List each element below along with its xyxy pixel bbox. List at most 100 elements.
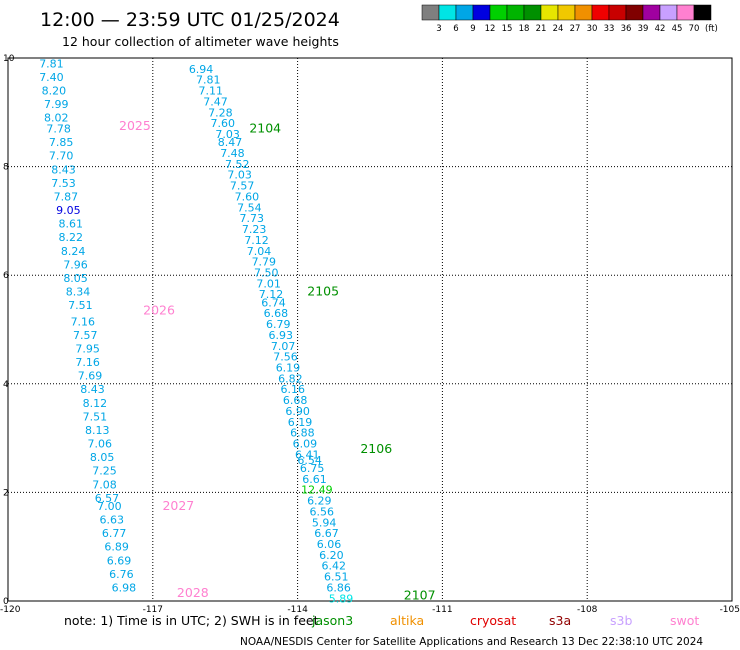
wave-height-value: 6.19 <box>288 416 313 429</box>
wave-height-value: 6.74 <box>261 296 286 309</box>
color-scale-swatch <box>574 4 593 21</box>
color-scale-unit: (ft) <box>705 24 718 34</box>
axis-ticks: -120 -117 -114 -111 -108 -105 0 2 4 6 8 10 <box>0 54 740 615</box>
wave-height-value: 7.73 <box>239 212 264 225</box>
wave-height-value: 6.57 <box>95 492 120 505</box>
chart-subtitle: 12 hour collection of altimeter wave hei… <box>62 34 339 49</box>
color-scale-label: 42 <box>655 24 666 34</box>
color-scale-label: 70 <box>689 24 700 34</box>
wave-height-value: 8.34 <box>66 285 91 298</box>
wave-height-value: 7.57 <box>73 329 98 342</box>
color-scale-label: 9 <box>470 24 475 34</box>
wave-height-value: 12.49 <box>301 484 333 497</box>
wave-height-value: 7.51 <box>83 410 108 423</box>
wave-height-value: 8.61 <box>58 218 83 231</box>
wave-height-value: 6.61 <box>302 473 327 486</box>
wave-height-value: 6.54 <box>297 454 322 467</box>
wave-height-value: 7.56 <box>273 351 298 364</box>
wave-height-value: 7.52 <box>225 158 250 171</box>
color-scale-label: 15 <box>502 24 513 34</box>
color-scale-swatch <box>557 4 576 21</box>
y-tick-label: 6 <box>3 271 9 281</box>
y-tick-label: 2 <box>3 488 9 498</box>
wave-height-value: 7.78 <box>46 123 71 136</box>
wave-height-value: 8.12 <box>83 397 108 410</box>
pass-number-label: 2104 <box>249 121 281 136</box>
wave-height-value: 7.53 <box>51 177 76 190</box>
wave-height-value: 6.75 <box>300 462 325 475</box>
wave-height-value: 7.79 <box>252 256 277 269</box>
wave-height-value: 6.76 <box>109 568 134 581</box>
wave-height-value: 7.06 <box>87 438 112 451</box>
wave-height-value: 8.02 <box>44 112 69 125</box>
wave-height-value: 6.09 <box>293 438 318 451</box>
wave-height-value: 8.22 <box>58 231 83 244</box>
pass-number-label: 2025 <box>119 118 151 133</box>
wave-height-value: 7.11 <box>198 85 223 98</box>
color-scale-swatch <box>608 4 627 21</box>
grid-lines <box>8 58 732 601</box>
credit-line: NOAA/NESDIS Center for Satellite Applica… <box>240 636 703 648</box>
wave-height-value: 6.82 <box>278 372 303 385</box>
wave-height-value: 7.47 <box>203 95 228 108</box>
wave-height-value: 7.51 <box>68 299 93 312</box>
color-scale-label: 33 <box>604 24 615 34</box>
color-scale-label: 45 <box>672 24 683 34</box>
satellite-legend-item: cryosat <box>470 613 516 628</box>
wave-height-value: 7.48 <box>220 147 245 160</box>
color-scale-label: 3 <box>436 24 441 34</box>
wave-height-value: 7.12 <box>244 234 269 247</box>
wave-height-value: 6.68 <box>283 394 308 407</box>
wave-height-value: 7.81 <box>39 57 64 70</box>
pass-number-label: 2026 <box>143 302 175 317</box>
color-scale-swatch <box>642 4 661 21</box>
wave-height-value: 6.16 <box>281 383 306 396</box>
wave-height-value: 6.68 <box>264 307 289 320</box>
wave-height-value: 5.89 <box>329 592 354 605</box>
wave-height-value: 7.01 <box>256 277 281 290</box>
x-tick-label: -120 <box>0 605 21 615</box>
wave-height-value: 6.51 <box>324 571 349 584</box>
pass-number-label: 2105 <box>307 283 339 298</box>
wave-height-value: 7.57 <box>230 180 255 193</box>
wave-height-value: 8.47 <box>218 136 243 149</box>
wave-height-points: 7.817.408.207.998.027.787.857.708.437.53… <box>39 57 353 605</box>
color-scale-swatch <box>506 4 525 21</box>
satellite-legend-item: jason3 <box>311 613 353 628</box>
wave-height-value: 8.05 <box>90 451 115 464</box>
wave-height-value: 6.29 <box>307 495 332 508</box>
wave-height-value: 7.23 <box>242 223 267 236</box>
footnote: note: 1) Time is in UTC; 2) SWH is in fe… <box>64 613 319 628</box>
pass-number-label: 2106 <box>360 441 392 456</box>
wave-height-value: 7.60 <box>211 117 236 130</box>
wave-height-value: 7.25 <box>92 465 117 478</box>
wave-height-value: 6.41 <box>295 448 320 461</box>
satellite-legend-item: altika <box>390 613 424 628</box>
wave-height-value: 7.40 <box>39 71 64 84</box>
x-tick-label: -108 <box>577 605 598 615</box>
y-tick-label: 0 <box>3 597 9 607</box>
wave-height-value: 6.69 <box>107 554 132 567</box>
color-scale-label: 27 <box>570 24 581 34</box>
chart-title: 12:00 — 23:59 UTC 01/25/2024 <box>40 9 340 31</box>
color-scale-label: 39 <box>638 24 649 34</box>
wave-height-value: 8.43 <box>51 163 76 176</box>
color-scale-swatch <box>591 4 610 21</box>
wave-height-value: 6.98 <box>112 581 137 594</box>
wave-height-value: 6.42 <box>322 560 347 573</box>
y-tick-label: 10 <box>3 54 15 64</box>
pass-number-label: 2027 <box>162 498 194 513</box>
color-scale-swatch <box>489 4 508 21</box>
wave-height-value: 8.24 <box>61 245 86 258</box>
color-scale-swatch <box>659 4 678 21</box>
wave-height-value: 7.12 <box>259 288 284 301</box>
wave-height-value: 5.94 <box>312 516 337 529</box>
wave-height-value: 6.89 <box>104 541 129 554</box>
y-tick-label: 8 <box>3 163 9 173</box>
wave-height-value: 6.79 <box>266 318 291 331</box>
color-scale-swatch <box>693 4 712 21</box>
wave-height-value: 6.94 <box>189 63 214 76</box>
color-scale-legend: 3 6 9 12 15 18 21 24 27 30 33 36 39 42 45 70 (ft) <box>421 4 718 34</box>
x-tick-label: -117 <box>143 605 163 615</box>
